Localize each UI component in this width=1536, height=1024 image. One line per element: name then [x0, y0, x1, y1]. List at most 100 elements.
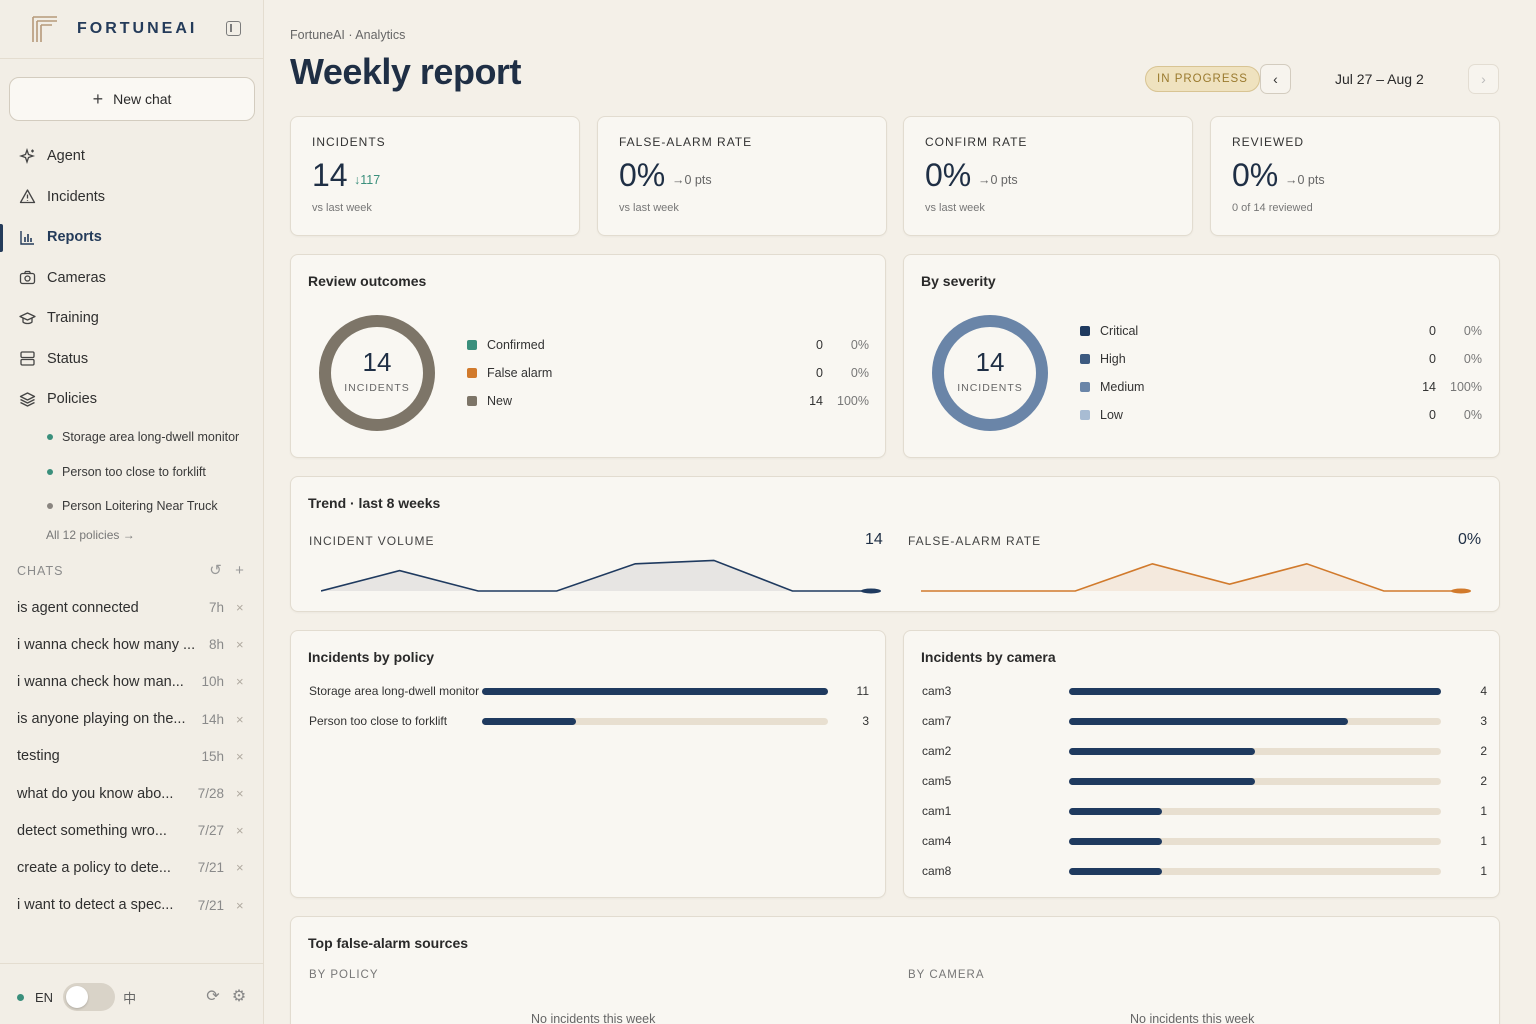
policy-list: Storage area long-dwell monitor Person t… [0, 420, 264, 524]
close-icon[interactable]: × [236, 674, 244, 690]
bar-row: cam2 2 [922, 741, 1487, 761]
status-badge: IN PROGRESS [1145, 66, 1260, 92]
chat-item[interactable]: detect something wro... 7/27 × [0, 812, 264, 849]
policy-item[interactable]: Person Loitering Near Truck [0, 489, 264, 524]
bar-row: cam8 1 [922, 861, 1487, 881]
bar-label: cam2 [922, 744, 952, 758]
nav-label: Cameras [47, 269, 106, 286]
kpi-value: 14 [312, 157, 348, 193]
chat-item[interactable]: create a policy to dete... 7/21 × [0, 849, 264, 886]
bar-track [482, 688, 828, 695]
bar-value: 3 [1480, 714, 1487, 728]
kpi-label: INCIDENTS [312, 135, 386, 149]
bar-label: cam7 [922, 714, 952, 728]
page-title: Weekly report [290, 51, 521, 92]
kpi-sub: vs last week [312, 202, 372, 214]
chat-item[interactable]: is agent connected 7h × [0, 589, 264, 626]
close-icon[interactable]: × [236, 600, 244, 616]
kpi-value: 0% [1232, 157, 1279, 193]
nav-item-incidents[interactable]: Incidents [0, 177, 264, 218]
language-toggle[interactable] [63, 983, 116, 1011]
chat-time: 7/27 [197, 823, 224, 839]
trend-false-alarm-chart [921, 562, 1471, 594]
chat-time: 10h [201, 674, 224, 690]
by-camera-label: BY CAMERA [908, 969, 985, 981]
brand-name: FORTUNEAI [77, 20, 198, 37]
nav-item-policies[interactable]: Policies [0, 379, 264, 420]
bar-track [1069, 718, 1441, 725]
kpi-label: REVIEWED [1232, 135, 1305, 149]
card-title: Trend · last 8 weeks [308, 495, 441, 511]
chat-item[interactable]: is anyone playing on the... 14h × [0, 701, 264, 738]
chat-item[interactable]: testing 15h × [0, 738, 264, 775]
kpi-label: FALSE-ALARM RATE [619, 135, 753, 149]
chat-item[interactable]: i wanna check how man... 10h × [0, 663, 264, 700]
refresh-icon[interactable]: ⟳ [206, 988, 220, 1005]
legend-row: High 0 0% [1080, 349, 1482, 369]
sidebar: FORTUNEAI + New chat Agent Incidents Rep… [0, 0, 264, 1024]
chat-title: what do you know abo... [17, 785, 174, 802]
close-icon[interactable]: × [236, 786, 244, 802]
next-week-button[interactable]: › [1468, 64, 1499, 94]
donut-total: 14 [362, 347, 392, 377]
close-icon[interactable]: × [236, 897, 244, 913]
kpi-sub: vs last week [925, 202, 985, 214]
policy-item[interactable]: Person too close to forklift [0, 455, 264, 490]
legend-pct: 0% [850, 338, 869, 352]
camera-icon [19, 271, 36, 285]
bar-label: Storage area long-dwell monitor [309, 684, 480, 698]
sidebar-footer: EN 中 ⟳ ⚙ [17, 982, 247, 1012]
nav-label: Status [47, 350, 89, 367]
close-icon[interactable]: × [236, 823, 244, 839]
sidebar-collapse-icon[interactable] [226, 21, 241, 36]
bar-label: cam5 [922, 774, 952, 788]
gear-icon[interactable]: ⚙ [231, 988, 247, 1005]
legend-swatch [1080, 354, 1090, 364]
chat-item[interactable]: what do you know abo... 7/28 × [0, 775, 264, 812]
nav-item-status[interactable]: Status [0, 339, 264, 380]
chat-item[interactable]: i want to detect a spec... 7/21 × [0, 887, 264, 924]
policy-item[interactable]: Storage area long-dwell monitor [0, 420, 264, 455]
nav-label: Agent [47, 148, 85, 165]
all-policies-link[interactable]: All 12 policies → [46, 528, 135, 542]
close-icon[interactable]: × [236, 748, 244, 764]
fortuneai-logo-icon [32, 16, 57, 42]
legend-count: 0 [1429, 352, 1436, 366]
legend-pct: 0% [850, 366, 869, 380]
new-chat-button[interactable]: + New chat [9, 77, 255, 121]
legend-pct: 0% [1463, 408, 1482, 422]
chat-time: 7/21 [197, 897, 224, 913]
nav-item-agent[interactable]: Agent [0, 136, 264, 177]
donut-total-label: INCIDENTS [344, 382, 410, 394]
chat-item[interactable]: i wanna check how many ... 8h × [0, 626, 264, 663]
prev-week-button[interactable]: ‹ [1260, 64, 1291, 94]
bar-fill [1069, 838, 1162, 845]
history-icon[interactable]: ↺ [209, 562, 223, 579]
add-chat-icon[interactable]: + [235, 562, 245, 579]
bar-fill [1069, 868, 1162, 875]
bar-track [1069, 868, 1441, 875]
chat-title: create a policy to dete... [17, 859, 171, 876]
nav-item-cameras[interactable]: Cameras [0, 258, 264, 299]
nav-item-training[interactable]: Training [0, 298, 264, 339]
bar-chart-icon [20, 230, 34, 245]
kpi-label: CONFIRM RATE [925, 135, 1028, 149]
brand[interactable]: FORTUNEAI [30, 14, 197, 44]
policy-label: Storage area long-dwell monitor [62, 430, 240, 445]
legend-row: New 14 100% [467, 391, 869, 411]
close-icon[interactable]: × [236, 860, 244, 876]
legend-name: False alarm [487, 366, 553, 380]
card-title: Review outcomes [308, 273, 427, 289]
date-range: Jul 27 – Aug 2 [1335, 71, 1424, 87]
close-icon[interactable]: × [236, 637, 244, 653]
trend-false-alarm-label: FALSE-ALARM RATE [908, 534, 1042, 548]
close-icon[interactable]: × [236, 711, 244, 727]
bar-value: 1 [1480, 834, 1487, 848]
bar-value: 11 [856, 684, 869, 698]
trend-area [321, 560, 871, 591]
trend-line [321, 559, 871, 592]
bar-fill [1069, 718, 1348, 725]
nav-item-reports[interactable]: Reports [0, 217, 264, 258]
chats-header: CHATS ↺ + [17, 562, 247, 579]
legend-name: Medium [1100, 380, 1145, 394]
